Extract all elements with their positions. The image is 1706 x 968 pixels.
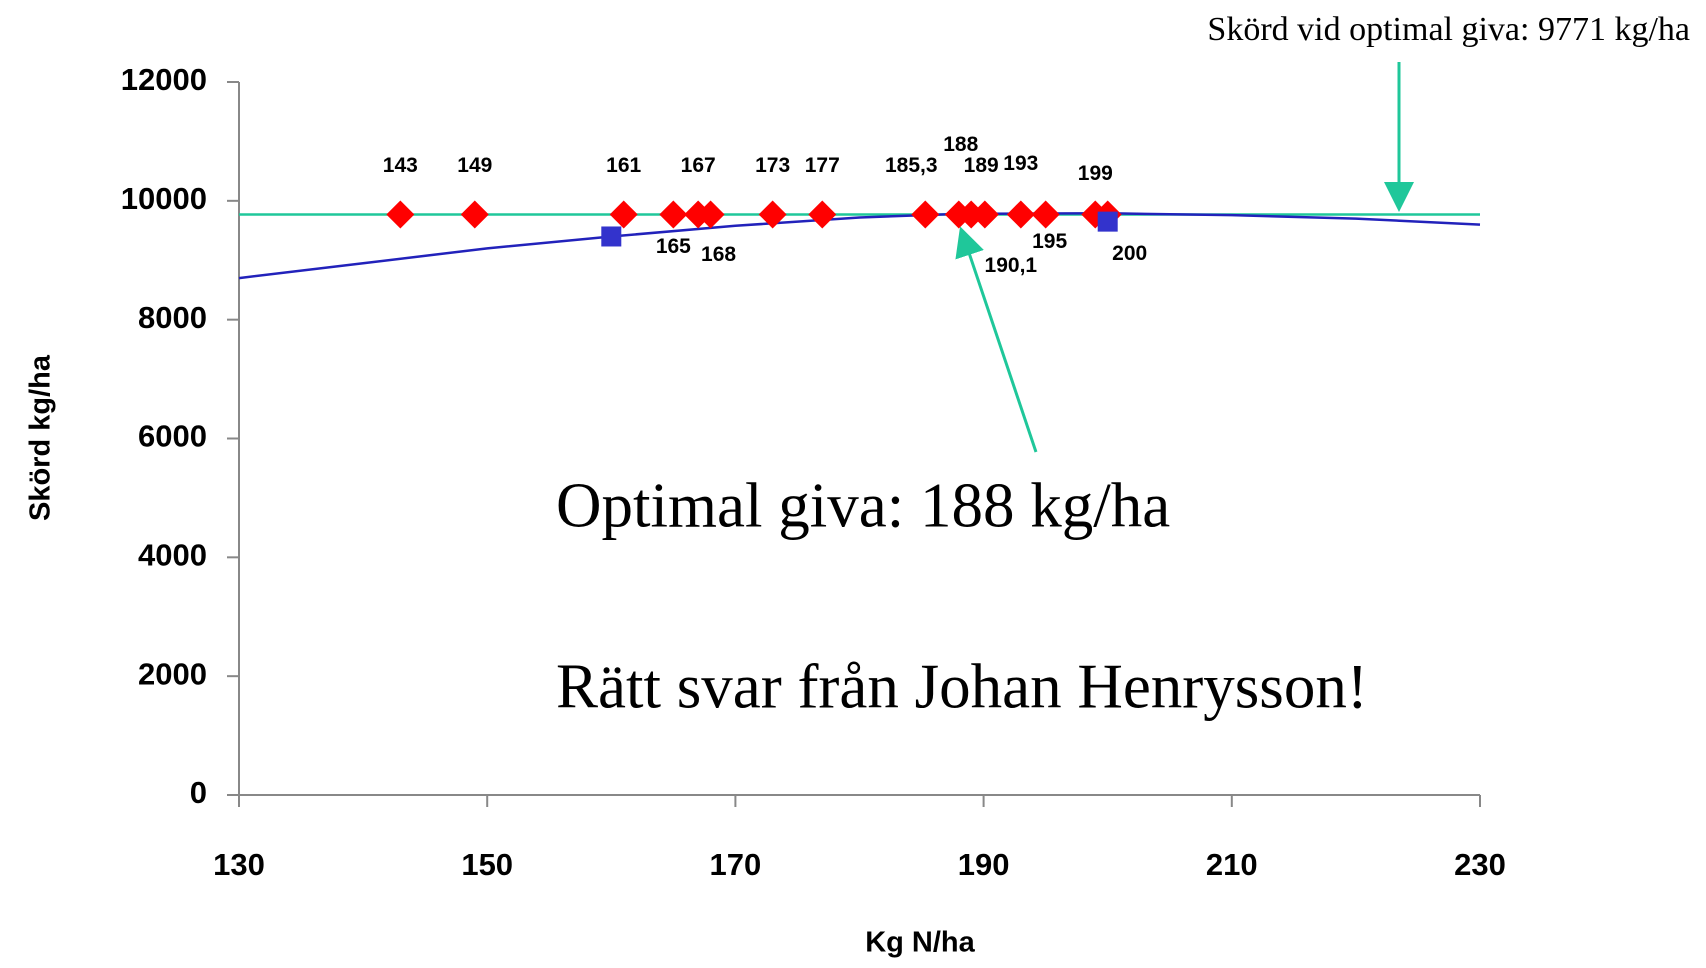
annotation: Skörd vid optimal giva: 9771 kg/ha bbox=[1207, 11, 1690, 48]
point bbox=[460, 200, 489, 229]
data-label: 173 bbox=[755, 154, 790, 177]
point bbox=[696, 200, 725, 229]
data-label: 167 bbox=[681, 154, 716, 177]
y-tick-label: 6000 bbox=[138, 419, 207, 454]
point bbox=[1006, 200, 1035, 229]
point bbox=[609, 200, 638, 229]
curve bbox=[238, 212, 1481, 280]
point bbox=[970, 200, 999, 229]
point bbox=[386, 200, 415, 229]
x-axis-title: Kg N/ha bbox=[865, 927, 975, 959]
point bbox=[1031, 200, 1060, 229]
point bbox=[808, 200, 837, 229]
y-tick-label: 4000 bbox=[138, 538, 207, 573]
x-tick-label: 210 bbox=[1206, 847, 1258, 882]
x-tick-label: 170 bbox=[710, 847, 762, 882]
data-label: 188 bbox=[943, 133, 978, 156]
data-label: 193 bbox=[1003, 152, 1038, 175]
data-label: 143 bbox=[383, 154, 418, 177]
x-tick-label: 190 bbox=[958, 847, 1010, 882]
point bbox=[758, 200, 787, 229]
x-tick-label: 230 bbox=[1454, 847, 1506, 882]
point bbox=[1097, 211, 1118, 232]
data-label: 189 bbox=[964, 154, 999, 177]
y-axis-title: Skörd kg/ha bbox=[25, 354, 57, 521]
data-label: 195 bbox=[1032, 230, 1067, 253]
data-label: 168 bbox=[701, 243, 736, 266]
point bbox=[601, 226, 622, 247]
data-label: 190,1 bbox=[985, 254, 1038, 277]
data-label: 161 bbox=[606, 154, 641, 177]
data-label: 165 bbox=[656, 235, 691, 258]
annotation: Rätt svar från Johan Henrysson! bbox=[556, 651, 1368, 721]
point bbox=[911, 200, 940, 229]
y-tick-label: 8000 bbox=[138, 300, 207, 335]
data-label: 149 bbox=[457, 154, 492, 177]
arrow bbox=[955, 226, 1038, 453]
x-tick-label: 130 bbox=[213, 847, 265, 882]
y-tick-label: 12000 bbox=[121, 62, 207, 97]
data-label: 200 bbox=[1112, 242, 1147, 265]
y-tick-label: 0 bbox=[190, 775, 207, 810]
x-tick-label: 150 bbox=[461, 847, 513, 882]
point bbox=[659, 200, 688, 229]
data-label: 199 bbox=[1078, 162, 1113, 185]
data-label: 177 bbox=[805, 154, 840, 177]
data-label: 185,3 bbox=[885, 154, 938, 177]
y-tick-label: 2000 bbox=[138, 656, 207, 691]
annotation: Optimal giva: 188 kg/ha bbox=[556, 470, 1170, 540]
y-tick-label: 10000 bbox=[121, 181, 207, 216]
